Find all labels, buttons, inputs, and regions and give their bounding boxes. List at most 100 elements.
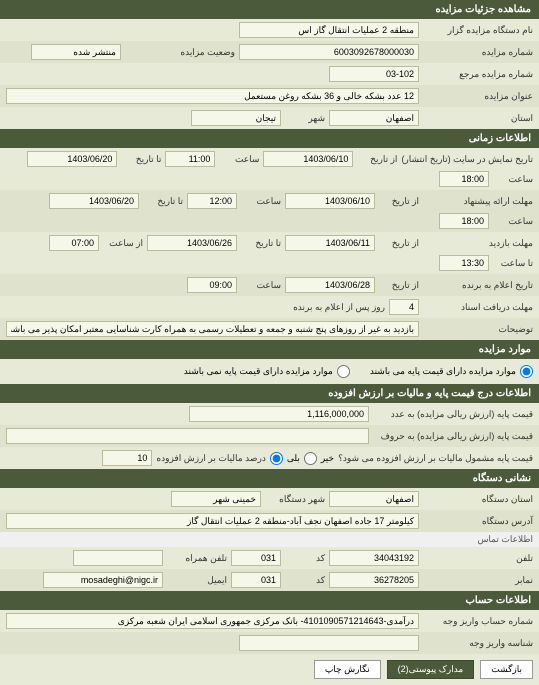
section-account-info: اطلاعات حساب: [0, 591, 539, 610]
label-from-date-2: از تاریخ: [379, 196, 419, 207]
button-row: بازگشت مدارک پیوستی(2) نگارش چاپ: [0, 654, 539, 685]
label-from-date-3: از تاریخ: [379, 238, 419, 249]
input-phone[interactable]: [329, 550, 419, 566]
label-notes: توضیحات: [423, 324, 533, 335]
radio-no-base-price-input[interactable]: [337, 365, 350, 378]
row-base-price-radio: موارد مزایده دارای قیمت پایه می باشند مو…: [0, 359, 539, 384]
input-notes[interactable]: [6, 321, 419, 337]
input-announce-date[interactable]: [285, 277, 375, 293]
label-email: ایمیل: [167, 575, 227, 586]
radio-vat-no-input[interactable]: [304, 452, 317, 465]
row-auction-no: شماره مزایده وضعیت مزایده: [0, 41, 539, 63]
label-has-base-price: موارد مزایده دارای قیمت پایه می باشند: [370, 366, 516, 377]
radio-has-base-price[interactable]: موارد مزایده دارای قیمت پایه می باشند: [370, 365, 533, 378]
label-org-city: شهر دستگاه: [265, 494, 325, 505]
label-phone: تلفن: [423, 553, 533, 564]
label-auction-title: عنوان مزایده: [423, 91, 533, 102]
label-auction-ref: شماره مزایده مرجع: [423, 69, 533, 80]
label-no: خیر: [321, 453, 334, 464]
input-org-address[interactable]: [6, 513, 419, 529]
input-display-from-date[interactable]: [263, 151, 353, 167]
input-base-price-text[interactable]: [6, 428, 369, 444]
input-mobile[interactable]: [73, 550, 163, 566]
input-display-to-date[interactable]: [27, 151, 117, 167]
row-auction-title: عنوان مزایده: [0, 85, 539, 107]
label-auction-status: وضعیت مزایده: [125, 47, 235, 58]
label-time-3: ساعت: [241, 196, 281, 207]
label-org-province: استان دستگاه: [423, 494, 533, 505]
label-to-date-3: تا تاریخ: [241, 238, 281, 249]
input-account-no[interactable]: [6, 613, 419, 629]
label-org-address: آدرس دستگاه: [423, 516, 533, 527]
label-fax-code: کد: [285, 575, 325, 586]
label-to-time-1: تا ساعت: [493, 258, 533, 269]
input-display-to-time[interactable]: [439, 171, 489, 187]
input-base-price-num[interactable]: [189, 406, 369, 422]
input-deposit-id[interactable]: [239, 635, 419, 651]
input-announce-time[interactable]: [187, 277, 237, 293]
input-fax-code[interactable]: [231, 572, 281, 588]
input-visit-to-date[interactable]: [147, 235, 237, 251]
input-winner-days[interactable]: [389, 299, 419, 315]
radio-vat-yes-input[interactable]: [270, 452, 283, 465]
section-auction-details: مشاهده جزئیات مزایده: [0, 0, 539, 19]
input-proposal-to-time[interactable]: [439, 213, 489, 229]
radio-has-base-price-input[interactable]: [520, 365, 533, 378]
radio-no-base-price[interactable]: موارد مزایده دارای قیمت پایه نمی باشند: [184, 365, 350, 378]
radio-vat-no[interactable]: خیر: [304, 452, 334, 465]
label-fax: نمابر: [423, 575, 533, 586]
input-org-name[interactable]: [239, 22, 419, 38]
label-winner-days: روز پس از اعلام به برنده: [265, 302, 385, 313]
input-auction-title[interactable]: [6, 88, 419, 104]
input-visit-from-time[interactable]: [49, 235, 99, 251]
row-fax: نمابر کد ایمیل: [0, 569, 539, 591]
input-auction-status[interactable]: [31, 44, 121, 60]
input-visit-from-date[interactable]: [285, 235, 375, 251]
row-org-name: نام دستگاه مزایده گزار: [0, 19, 539, 41]
label-proposal-deadline: مهلت ارائه پیشنهاد: [423, 196, 533, 207]
section-org-address: نشانی دستگاه: [0, 469, 539, 488]
radio-vat-yes[interactable]: بلی: [270, 452, 300, 465]
input-org-province[interactable]: [329, 491, 419, 507]
label-from-time-1: از ساعت: [103, 238, 143, 249]
label-display-period: تاریخ نمایش در سایت (تاریخ انتشار): [401, 154, 533, 165]
row-org-province: استان دستگاه شهر دستگاه: [0, 488, 539, 510]
row-province: استان شهر: [0, 107, 539, 129]
row-proposal-deadline: مهلت ارائه پیشنهاد از تاریخ ساعت تا تاری…: [0, 190, 539, 232]
input-vat-percent[interactable]: [102, 450, 152, 466]
input-fax[interactable]: [329, 572, 419, 588]
row-visit-deadline: مهلت بازدید از تاریخ تا تاریخ از ساعت تا…: [0, 232, 539, 274]
input-org-city[interactable]: [171, 491, 261, 507]
input-phone-code[interactable]: [231, 550, 281, 566]
label-mobile: تلفن همراه: [167, 553, 227, 564]
input-visit-to-time[interactable]: [439, 255, 489, 271]
row-docs-receive: مهلت دریافت اسناد روز پس از اعلام به برن…: [0, 296, 539, 318]
label-announce-winner: تاریخ اعلام به برنده: [423, 280, 533, 291]
input-proposal-to-date[interactable]: [49, 193, 139, 209]
label-from-date-4: از تاریخ: [379, 280, 419, 291]
input-proposal-from-date[interactable]: [285, 193, 375, 209]
input-proposal-from-time[interactable]: [187, 193, 237, 209]
label-yes: بلی: [287, 453, 300, 464]
attachments-button[interactable]: مدارک پیوستی(2): [387, 660, 475, 679]
label-base-price-text: قیمت پایه (ارزش ریالی مزایده) به حروف: [373, 431, 533, 442]
subheader-contact-info: اطلاعات تماس: [0, 532, 539, 547]
back-button[interactable]: بازگشت: [480, 660, 533, 679]
print-button[interactable]: نگارش چاپ: [314, 660, 381, 679]
input-province[interactable]: [329, 110, 419, 126]
label-org-name: نام دستگاه مزایده گزار: [423, 25, 533, 36]
label-no-base-price: موارد مزایده دارای قیمت پایه نمی باشند: [184, 366, 333, 377]
label-vat-question: قیمت پایه مشمول مالیات بر ارزش افزوده می…: [338, 453, 533, 464]
input-display-from-time[interactable]: [165, 151, 215, 167]
input-city[interactable]: [191, 110, 281, 126]
row-phone: تلفن کد تلفن همراه: [0, 547, 539, 569]
label-time-5: ساعت: [241, 280, 281, 291]
input-auction-no[interactable]: [239, 44, 419, 60]
row-notes: توضیحات: [0, 318, 539, 340]
row-base-price-text: قیمت پایه (ارزش ریالی مزایده) به حروف: [0, 425, 539, 447]
input-email[interactable]: [43, 572, 163, 588]
label-city: شهر: [285, 113, 325, 124]
label-docs-receive: مهلت دریافت اسناد: [423, 302, 533, 313]
input-auction-ref[interactable]: [329, 66, 419, 82]
row-display-period: تاریخ نمایش در سایت (تاریخ انتشار) از تا…: [0, 148, 539, 190]
